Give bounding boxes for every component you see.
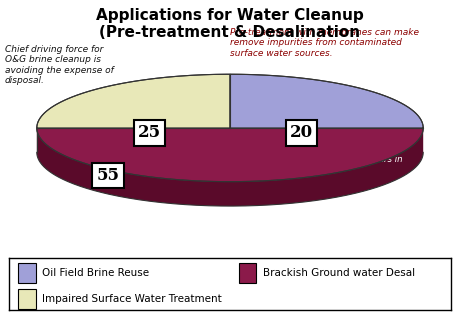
Polygon shape (37, 128, 422, 182)
Bar (18, 264, 36, 283)
Text: Pre-treatment with membranes can make
remove impurities from contaminated
surfac: Pre-treatment with membranes can make re… (230, 28, 418, 58)
Polygon shape (37, 74, 230, 128)
Text: Chief driving force for
O&G brine cleanup is
avoiding the expense of
disposal.: Chief driving force for O&G brine cleanu… (5, 45, 113, 85)
Polygon shape (37, 128, 422, 206)
Bar (238, 264, 256, 283)
Text: 25: 25 (138, 124, 161, 141)
Bar (18, 289, 36, 309)
Text: 20: 20 (289, 124, 312, 141)
Text: Oil Field Brine Reuse: Oil Field Brine Reuse (42, 268, 149, 278)
Text: Applications for Water Cleanup
(Pre-treatment & Desalination: Applications for Water Cleanup (Pre-trea… (96, 8, 363, 40)
Text: Impaired Surface Water Treatment: Impaired Surface Water Treatment (42, 294, 222, 304)
Text: There is a greater than 50 year supply of water
available from brackish ground w: There is a greater than 50 year supply o… (193, 145, 402, 175)
Polygon shape (230, 74, 422, 128)
Text: Brackish Ground water Desal: Brackish Ground water Desal (263, 268, 414, 278)
Text: 55: 55 (96, 167, 119, 184)
